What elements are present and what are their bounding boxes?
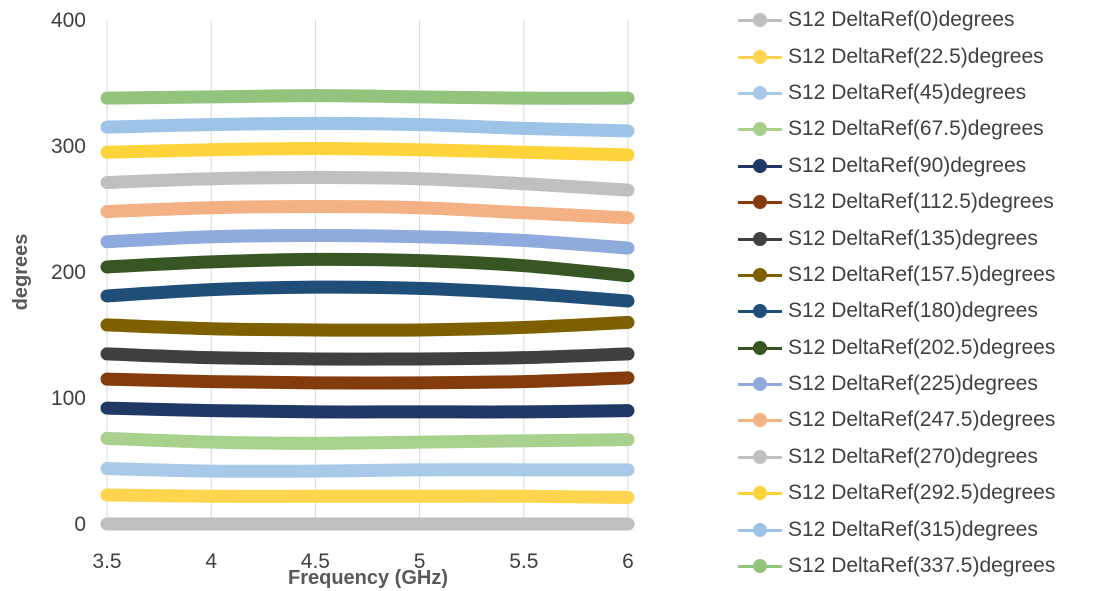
- legend-swatch: [738, 231, 782, 247]
- legend-swatch: [738, 121, 782, 137]
- legend-swatch: [738, 558, 782, 574]
- x-tick-label: 5.5: [509, 550, 538, 573]
- legend-label: S12 DeltaRef(292.5)degrees: [788, 481, 1056, 505]
- legend-label: S12 DeltaRef(315)degrees: [788, 517, 1038, 541]
- legend-item: S12 DeltaRef(90)degrees: [738, 148, 1100, 184]
- x-tick-label: 6: [622, 550, 634, 573]
- legend-label: S12 DeltaRef(135)degrees: [788, 226, 1038, 250]
- legend-swatch: [738, 85, 782, 101]
- plot-area: [100, 89, 635, 531]
- legend-swatch: [738, 485, 782, 501]
- series-line: [100, 199, 635, 225]
- x-tick-label: 5: [414, 550, 426, 573]
- legend-label: S12 DeltaRef(225)degrees: [788, 372, 1038, 396]
- x-tick-label: 4: [205, 550, 217, 573]
- legend-label: S12 DeltaRef(67.5)degrees: [788, 117, 1044, 141]
- x-tick-label: 4.5: [301, 550, 330, 573]
- legend-item: S12 DeltaRef(0)degrees: [738, 2, 1100, 38]
- y-tick-label: 400: [51, 9, 86, 32]
- legend-item: S12 DeltaRef(315)degrees: [738, 511, 1100, 547]
- legend-swatch: [738, 412, 782, 428]
- legend-swatch: [738, 340, 782, 356]
- legend-label: S12 DeltaRef(112.5)degrees: [788, 190, 1054, 214]
- y-tick-label: 300: [51, 135, 86, 158]
- series-line: [100, 488, 635, 505]
- series-line: [100, 401, 635, 419]
- legend: S12 DeltaRef(0)degrees S12 DeltaRef(22.5)…: [738, 2, 1100, 584]
- series-line: [100, 431, 635, 450]
- legend-swatch: [738, 12, 782, 28]
- legend-label: S12 DeltaRef(247.5)degrees: [788, 408, 1056, 432]
- legend-item: S12 DeltaRef(135)degrees: [738, 220, 1100, 256]
- legend-item: S12 DeltaRef(22.5)degrees: [738, 38, 1100, 74]
- legend-label: S12 DeltaRef(0)degrees: [788, 8, 1015, 32]
- axis-ticks: 3.5 4 4.5 5 5.5 6 0 100 200 300 400: [51, 9, 634, 573]
- legend-item: S12 DeltaRef(180)degrees: [738, 293, 1100, 329]
- series-line: [100, 252, 635, 283]
- y-tick-label: 0: [74, 513, 86, 536]
- legend-item: S12 DeltaRef(292.5)degrees: [738, 475, 1100, 511]
- legend-swatch: [738, 522, 782, 538]
- legend-swatch: [738, 303, 782, 319]
- legend-label: S12 DeltaRef(270)degrees: [788, 444, 1038, 468]
- legend-item: S12 DeltaRef(157.5)degrees: [738, 257, 1100, 293]
- legend-item: S12 DeltaRef(202.5)degrees: [738, 330, 1100, 366]
- series-line: [100, 228, 635, 255]
- legend-item: S12 DeltaRef(112.5)degrees: [738, 184, 1100, 220]
- series-line: [100, 89, 635, 105]
- legend-label: S12 DeltaRef(90)degrees: [788, 153, 1027, 177]
- x-axis-title: Frequency (GHz): [288, 567, 448, 589]
- legend-label: S12 DeltaRef(180)degrees: [788, 299, 1038, 323]
- legend-item: S12 DeltaRef(337.5)degrees: [738, 548, 1100, 584]
- y-tick-label: 100: [51, 387, 86, 410]
- legend-item: S12 DeltaRef(247.5)degrees: [738, 402, 1100, 438]
- legend-item: S12 DeltaRef(225)degrees: [738, 366, 1100, 402]
- x-tick-label: 3.5: [92, 550, 121, 573]
- legend-swatch: [738, 194, 782, 210]
- legend-label: S12 DeltaRef(45)degrees: [788, 80, 1027, 104]
- series-line: [100, 347, 635, 366]
- legend-item: S12 DeltaRef(67.5)degrees: [738, 111, 1100, 147]
- legend-swatch: [738, 49, 782, 65]
- series-line: [100, 116, 635, 138]
- legend-label: S12 DeltaRef(202.5)degrees: [788, 335, 1056, 359]
- legend-swatch: [738, 267, 782, 283]
- legend-label: S12 DeltaRef(157.5)degrees: [788, 262, 1056, 286]
- series-line: [100, 171, 635, 197]
- series-line: [100, 462, 635, 478]
- legend-swatch: [738, 158, 782, 174]
- y-axis-title: degrees: [10, 234, 32, 311]
- legend-swatch: [738, 449, 782, 465]
- legend-label: S12 DeltaRef(22.5)degrees: [788, 44, 1044, 68]
- series-line: [100, 315, 635, 337]
- series-line: [100, 280, 635, 308]
- legend-item: S12 DeltaRef(270)degrees: [738, 439, 1100, 475]
- series-line: [100, 142, 635, 162]
- legend-swatch: [738, 376, 782, 392]
- legend-item: S12 DeltaRef(45)degrees: [738, 75, 1100, 111]
- series-line: [100, 371, 635, 390]
- y-tick-label: 200: [51, 261, 86, 284]
- legend-label: S12 DeltaRef(337.5)degrees: [788, 554, 1056, 578]
